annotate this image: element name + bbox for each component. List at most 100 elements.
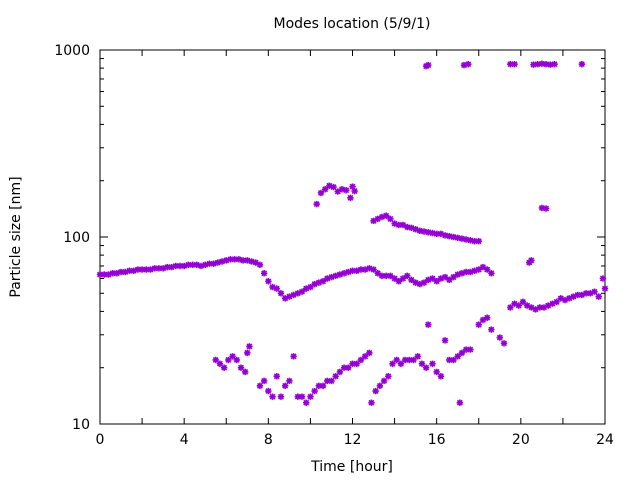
data-points (96, 60, 609, 406)
data-point (277, 393, 285, 400)
x-tick-label: 0 (96, 432, 105, 448)
data-point (595, 293, 602, 300)
data-point (446, 232, 453, 240)
data-point (538, 60, 546, 67)
data-point (290, 353, 297, 360)
y-tick-label: 10 (72, 417, 90, 433)
data-point (429, 360, 436, 367)
data-point (454, 353, 461, 360)
data-point (273, 373, 280, 380)
data-point (488, 270, 495, 277)
x-tick-label: 8 (264, 432, 273, 448)
data-point (404, 272, 411, 280)
data-point (578, 291, 586, 299)
data-point (475, 237, 482, 245)
data-point (441, 337, 449, 344)
data-point (265, 387, 272, 395)
data-point (332, 373, 339, 380)
data-point (269, 393, 276, 400)
data-point (319, 382, 327, 390)
data-point (528, 257, 535, 264)
x-tick-label: 4 (180, 432, 189, 448)
data-point (391, 275, 398, 282)
data-point (467, 346, 474, 353)
data-point (429, 229, 436, 237)
data-point (372, 387, 379, 395)
data-point (433, 278, 440, 285)
data-point (408, 276, 415, 284)
data-point (237, 364, 245, 371)
data-point (307, 393, 314, 400)
data-point (511, 60, 518, 68)
x-tick-label: 16 (428, 432, 446, 448)
data-point (425, 61, 432, 69)
y-axis-title: Particle size [nm] (8, 176, 24, 297)
data-point (260, 377, 268, 385)
data-point (319, 278, 327, 285)
axis-tick-labels: 0 4 8 12 16 20 24 10 100 1000 (54, 43, 614, 448)
data-point (496, 334, 503, 341)
data-point (395, 278, 402, 285)
data-point (500, 340, 508, 347)
data-point (601, 285, 609, 292)
x-tick-label: 12 (344, 432, 362, 448)
data-point (256, 382, 264, 390)
chart-title: Modes location (5/9/1) (274, 16, 431, 32)
data-point (220, 364, 228, 371)
data-point (420, 228, 428, 235)
data-point (414, 353, 421, 360)
data-point (483, 314, 491, 321)
x-axis-title: Time [hour] (310, 459, 393, 475)
data-point (475, 321, 482, 328)
data-point (549, 300, 556, 307)
y-tick-label: 1000 (54, 43, 90, 59)
data-point (321, 186, 329, 193)
data-point (385, 373, 392, 380)
data-point (418, 360, 426, 367)
data-point (551, 60, 558, 68)
axis-ticks (99, 50, 606, 425)
data-point (241, 368, 249, 376)
data-point (366, 349, 373, 357)
data-point (277, 290, 285, 297)
data-point (313, 200, 320, 208)
data-point (376, 382, 384, 390)
data-point (345, 364, 352, 371)
data-point (422, 364, 430, 371)
data-point (256, 261, 264, 269)
data-point (599, 275, 607, 282)
data-point (260, 270, 268, 277)
data-point (303, 399, 310, 406)
data-point (368, 399, 375, 406)
data-point (273, 285, 280, 292)
data-point (425, 321, 432, 328)
data-point (542, 205, 550, 212)
data-point (437, 373, 445, 380)
data-point (380, 377, 388, 385)
data-point (399, 275, 407, 282)
data-point (216, 360, 224, 367)
y-tick-label: 100 (63, 230, 90, 246)
data-point (246, 343, 253, 350)
data-point (488, 326, 495, 333)
data-point (591, 288, 598, 295)
data-point (286, 377, 293, 385)
data-point (429, 275, 436, 282)
data-point (465, 60, 472, 68)
data-point (298, 393, 306, 400)
plot-border (99, 49, 606, 425)
data-point (347, 194, 354, 202)
data-point (387, 215, 394, 223)
data-point (351, 187, 358, 195)
data-point (307, 283, 314, 291)
data-point (578, 60, 586, 68)
data-point (244, 349, 251, 357)
data-point (233, 356, 240, 364)
data-point (420, 279, 428, 286)
data-point (336, 368, 344, 376)
data-point (265, 278, 272, 285)
data-point (330, 183, 337, 191)
data-point (382, 272, 390, 280)
data-point (328, 377, 335, 385)
